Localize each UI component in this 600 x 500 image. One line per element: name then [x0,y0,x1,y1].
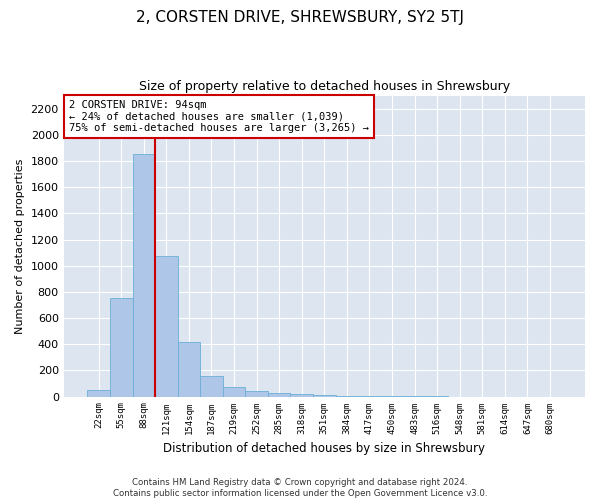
Text: 2, CORSTEN DRIVE, SHREWSBURY, SY2 5TJ: 2, CORSTEN DRIVE, SHREWSBURY, SY2 5TJ [136,10,464,25]
Bar [155,256,178,396]
Bar [200,376,223,396]
Bar [268,392,290,396]
Text: 2 CORSTEN DRIVE: 94sqm
← 24% of detached houses are smaller (1,039)
75% of semi-: 2 CORSTEN DRIVE: 94sqm ← 24% of detached… [69,100,369,134]
Bar [313,395,335,396]
Bar [290,394,313,396]
Bar [110,298,133,396]
Bar [133,154,155,396]
Bar [245,390,268,396]
Bar [223,386,245,396]
Bar [178,342,200,396]
X-axis label: Distribution of detached houses by size in Shrewsbury: Distribution of detached houses by size … [163,442,485,455]
Bar [88,390,110,396]
Y-axis label: Number of detached properties: Number of detached properties [15,158,25,334]
Text: Contains HM Land Registry data © Crown copyright and database right 2024.
Contai: Contains HM Land Registry data © Crown c… [113,478,487,498]
Title: Size of property relative to detached houses in Shrewsbury: Size of property relative to detached ho… [139,80,510,93]
